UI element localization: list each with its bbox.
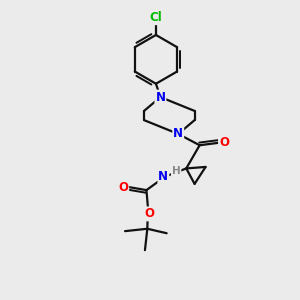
Text: O: O xyxy=(118,181,128,194)
Text: N: N xyxy=(158,170,168,183)
Text: N: N xyxy=(173,128,183,140)
Text: H: H xyxy=(172,167,181,176)
Text: O: O xyxy=(219,136,229,149)
Text: O: O xyxy=(144,207,154,220)
Text: Cl: Cl xyxy=(150,11,162,24)
Text: N: N xyxy=(155,91,165,103)
